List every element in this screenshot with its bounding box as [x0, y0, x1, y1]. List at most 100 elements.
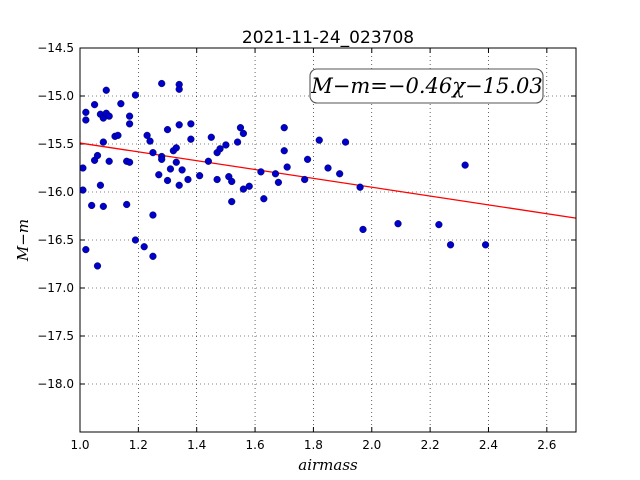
- data-point: [146, 137, 154, 145]
- data-point: [175, 181, 183, 189]
- data-point: [481, 241, 490, 249]
- x-tick-label: 1.6: [246, 438, 265, 452]
- y-tick-label: −15.0: [37, 89, 74, 103]
- data-point: [99, 202, 107, 211]
- data-point: [126, 120, 134, 128]
- fit-annotation: M−m=−0.46χ−15.03: [309, 68, 544, 104]
- y-tick-label: −16.5: [37, 233, 74, 247]
- data-point: [301, 175, 309, 184]
- annotation-text: M−m=−0.46χ−15.03: [310, 74, 542, 98]
- x-tick-label: 1.2: [129, 438, 148, 452]
- y-tick-label: −17.5: [37, 329, 74, 343]
- data-point: [105, 157, 113, 165]
- data-point: [394, 220, 402, 228]
- data-point: [175, 121, 183, 129]
- x-tick-label: 1.0: [70, 438, 89, 452]
- data-point: [213, 175, 221, 184]
- data-point: [175, 85, 183, 93]
- y-tick-label: −18.0: [37, 377, 74, 391]
- plot-frame: [79, 47, 577, 433]
- data-point: [461, 161, 469, 169]
- data-point: [149, 211, 157, 219]
- data-point: [158, 155, 166, 163]
- data-point: [93, 262, 102, 270]
- data-point: [131, 91, 140, 99]
- data-point: [82, 116, 90, 124]
- data-point: [155, 171, 163, 179]
- data-point: [172, 144, 180, 152]
- data-point: [228, 198, 236, 206]
- data-point: [163, 176, 172, 185]
- data-point: [88, 201, 96, 210]
- x-tick-label: 2.0: [362, 438, 381, 452]
- data-point: [196, 172, 204, 180]
- data-point: [435, 221, 443, 229]
- data-point: [239, 129, 247, 138]
- data-point: [236, 124, 245, 132]
- y-tick-label: −14.5: [37, 41, 74, 55]
- data-points: [80, 79, 490, 270]
- data-point: [446, 241, 455, 249]
- data-point: [257, 168, 265, 176]
- y-tick-label: −17.0: [37, 281, 74, 295]
- data-point: [303, 155, 312, 163]
- data-point: [187, 120, 195, 128]
- data-point: [80, 186, 87, 194]
- data-point: [228, 177, 236, 186]
- data-point: [341, 138, 350, 146]
- data-point: [158, 79, 166, 88]
- data-point: [178, 166, 186, 174]
- y-tick-label: −16.0: [37, 185, 74, 199]
- data-point: [117, 100, 125, 108]
- x-tick-label: 1.4: [187, 438, 206, 452]
- data-point: [149, 149, 157, 157]
- data-point: [102, 86, 110, 94]
- data-point: [99, 138, 107, 146]
- data-point: [216, 145, 224, 153]
- data-point: [126, 158, 134, 166]
- data-point: [233, 138, 242, 146]
- x-tick-label: 2.6: [537, 438, 556, 452]
- data-point: [123, 200, 131, 209]
- data-point: [239, 185, 247, 193]
- data-point: [90, 101, 99, 109]
- annotation-box: [309, 68, 544, 104]
- data-point: [187, 135, 195, 143]
- data-point: [245, 182, 253, 190]
- data-point: [359, 225, 367, 234]
- data-point: [166, 165, 175, 173]
- data-point: [207, 133, 215, 141]
- data-point: [274, 178, 283, 187]
- data-point: [114, 131, 122, 139]
- y-tick-label: −15.5: [37, 137, 74, 151]
- y-axis-label: M−m: [14, 219, 32, 262]
- data-point: [356, 183, 364, 191]
- data-point: [280, 147, 288, 155]
- data-point: [222, 141, 230, 149]
- data-point: [336, 170, 344, 178]
- x-tick-label: 2.2: [421, 438, 440, 452]
- data-point: [80, 164, 87, 172]
- data-point: [82, 246, 90, 254]
- x-axis-label: airmass: [298, 456, 358, 474]
- data-point: [82, 108, 90, 116]
- data-point: [172, 158, 180, 166]
- x-tick-label: 1.8: [304, 438, 323, 452]
- data-point: [260, 195, 268, 203]
- data-point: [163, 126, 172, 134]
- data-point: [143, 131, 151, 139]
- chart-title: 2021-11-24_023708: [242, 28, 414, 48]
- data-point: [184, 175, 192, 184]
- data-point: [105, 112, 113, 120]
- data-point: [280, 124, 288, 132]
- x-tick-label: 2.4: [479, 438, 498, 452]
- data-point: [315, 136, 323, 144]
- data-point: [96, 181, 105, 189]
- data-point: [131, 236, 140, 244]
- data-point: [324, 164, 332, 172]
- data-point: [271, 170, 280, 178]
- data-point: [204, 157, 212, 165]
- data-point: [126, 112, 134, 120]
